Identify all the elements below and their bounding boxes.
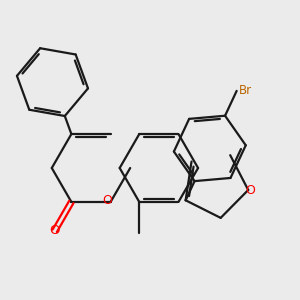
Text: Br: Br — [238, 84, 252, 98]
Text: O: O — [245, 184, 255, 197]
Text: O: O — [103, 194, 112, 208]
Text: O: O — [50, 224, 60, 237]
